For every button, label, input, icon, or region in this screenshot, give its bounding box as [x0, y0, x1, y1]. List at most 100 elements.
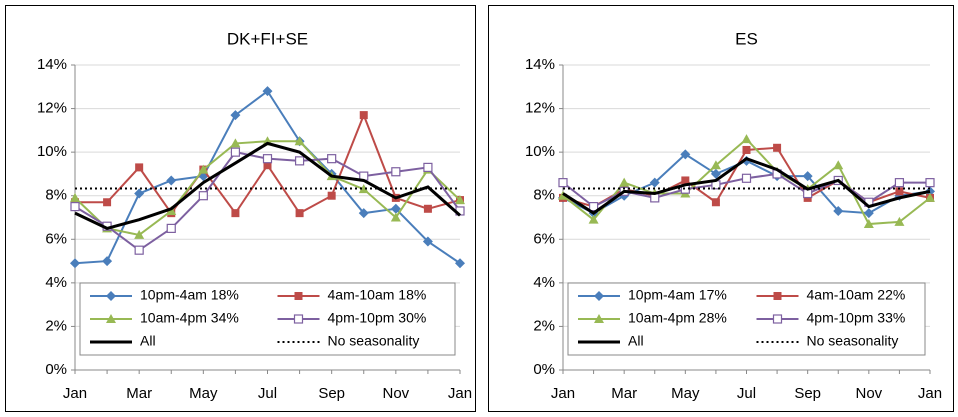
marker: [359, 111, 368, 120]
marker: [455, 258, 465, 269]
y-tick-label: 0%: [533, 361, 555, 378]
panel-border: [488, 5, 954, 412]
x-tick-label: May: [189, 385, 218, 402]
x-tick-label: Nov: [382, 385, 409, 402]
legend-label: 10pm-4am 17%: [628, 287, 727, 303]
marker: [198, 191, 208, 201]
marker: [134, 229, 145, 239]
y-tick-label: 0%: [45, 361, 67, 378]
marker: [681, 176, 690, 185]
y-tick-label: 4%: [45, 274, 67, 291]
marker: [166, 205, 177, 215]
marker: [895, 187, 904, 196]
marker: [588, 214, 599, 224]
marker: [294, 292, 303, 300]
marker: [833, 160, 844, 170]
legend-label: 4am-10am 22%: [807, 287, 906, 303]
y-tick-label: 8%: [45, 187, 67, 204]
marker: [773, 292, 782, 300]
y-tick-label: 10%: [525, 143, 555, 160]
marker: [263, 161, 272, 170]
marker: [423, 162, 433, 172]
legend-label: 10am-4pm 34%: [140, 310, 239, 326]
y-tick-label: 12%: [525, 100, 555, 117]
marker: [863, 219, 874, 229]
chart-panel: DK+FI+SE 0% 2% 4% 6% 8% 10% 12% 14% Jan Mar May Jul S…: [5, 5, 476, 412]
marker: [358, 184, 369, 194]
marker: [358, 208, 369, 219]
marker: [710, 160, 721, 170]
marker: [710, 168, 721, 179]
legend-label: No seasonality: [807, 333, 899, 349]
marker: [649, 177, 660, 188]
marker: [833, 205, 844, 216]
marker: [102, 256, 113, 267]
marker: [166, 175, 177, 186]
marker: [650, 193, 660, 203]
marker: [925, 178, 935, 188]
marker: [925, 192, 935, 202]
marker: [293, 314, 304, 324]
legend-label: No seasonality: [328, 333, 420, 349]
x-tick-label: Jul: [258, 385, 277, 402]
legend-label: 10am-4pm 28%: [628, 310, 727, 326]
legend-label: All: [628, 333, 644, 349]
marker: [230, 147, 241, 157]
marker: [70, 202, 80, 212]
marker: [134, 245, 144, 255]
marker: [594, 314, 604, 323]
legend-label: 4pm-10pm 30%: [328, 310, 427, 326]
legend-label: All: [140, 333, 156, 349]
marker: [262, 154, 273, 164]
x-tick-label: Mar: [126, 385, 152, 402]
y-tick-label: 4%: [533, 274, 555, 291]
marker: [230, 110, 241, 121]
x-tick-label: Jan: [918, 385, 942, 402]
legend-box: [79, 282, 456, 356]
x-tick-label: Sep: [794, 385, 821, 402]
marker: [70, 192, 80, 202]
y-tick-label: 2%: [533, 317, 555, 334]
marker: [106, 291, 116, 301]
x-tick-label: Jan: [551, 385, 575, 402]
series-line: [74, 89, 461, 265]
marker: [742, 145, 751, 154]
marker: [422, 236, 433, 247]
x-tick-label: May: [671, 385, 700, 402]
x-tick-label: Nov: [855, 385, 882, 402]
x-tick-label: Mar: [611, 385, 637, 402]
series-line: [74, 141, 461, 230]
marker: [863, 208, 874, 219]
chart-title: DK+FI+SE: [227, 29, 308, 48]
marker: [135, 163, 144, 172]
y-tick-label: 2%: [45, 317, 67, 334]
x-tick-label: Jul: [737, 385, 756, 402]
y-tick-label: 6%: [533, 230, 555, 247]
marker: [166, 223, 176, 233]
legend-label: 10pm-4am 18%: [140, 287, 239, 303]
panel-border: [5, 5, 476, 412]
marker: [680, 149, 691, 160]
legend-label: 4pm-10pm 33%: [807, 310, 906, 326]
marker: [594, 291, 604, 301]
marker: [231, 209, 240, 218]
marker: [70, 258, 80, 269]
marker: [134, 188, 145, 199]
x-tick-label: Sep: [318, 385, 345, 402]
marker: [391, 167, 401, 177]
marker: [390, 212, 401, 222]
marker: [619, 177, 630, 187]
marker: [294, 136, 305, 146]
legend-label: 4am-10am 18%: [328, 287, 427, 303]
marker: [588, 202, 599, 212]
marker: [773, 143, 782, 152]
marker: [327, 191, 336, 200]
marker: [294, 156, 305, 166]
y-tick-label: 8%: [533, 187, 555, 204]
legend-box: [567, 282, 926, 356]
marker: [106, 314, 116, 323]
marker: [802, 171, 813, 182]
x-tick-label: Jan: [448, 385, 472, 402]
marker: [455, 195, 465, 205]
